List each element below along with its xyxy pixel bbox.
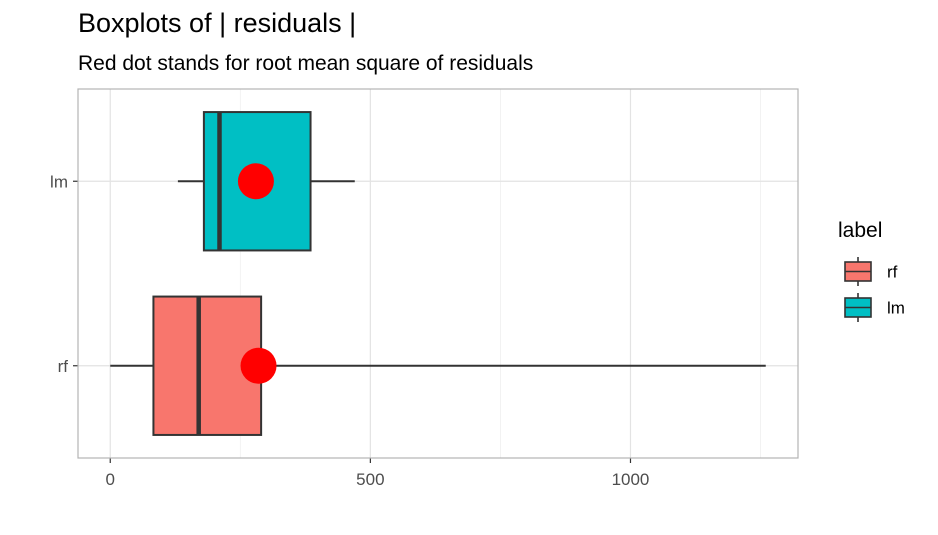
- chart-subtitle: Red dot stands for root mean square of r…: [78, 52, 533, 75]
- y-tick-label: lm: [50, 172, 68, 191]
- box-lm: [177, 111, 355, 252]
- rms-dot: [240, 347, 277, 384]
- x-axis: 0 500 1000: [106, 458, 650, 489]
- x-tick-label: 500: [356, 470, 384, 489]
- x-tick-label: 1000: [612, 470, 650, 489]
- x-tick-label: 0: [106, 470, 115, 489]
- legend-item-lm: lm: [844, 293, 905, 322]
- y-axis: rf lm: [50, 172, 78, 376]
- legend-item-rf: rf: [844, 257, 898, 286]
- box-rf: [110, 295, 766, 436]
- chart-title: Boxplots of | residuals |: [78, 8, 356, 38]
- legend-title: label: [838, 219, 882, 242]
- legend: label rf lm: [838, 219, 905, 322]
- legend-label: lm: [887, 299, 905, 318]
- rms-dot: [237, 163, 274, 200]
- legend-label: rf: [887, 263, 898, 282]
- y-tick-label: rf: [58, 357, 69, 376]
- box-series: [110, 111, 766, 436]
- plot-panel-border: [77, 88, 799, 459]
